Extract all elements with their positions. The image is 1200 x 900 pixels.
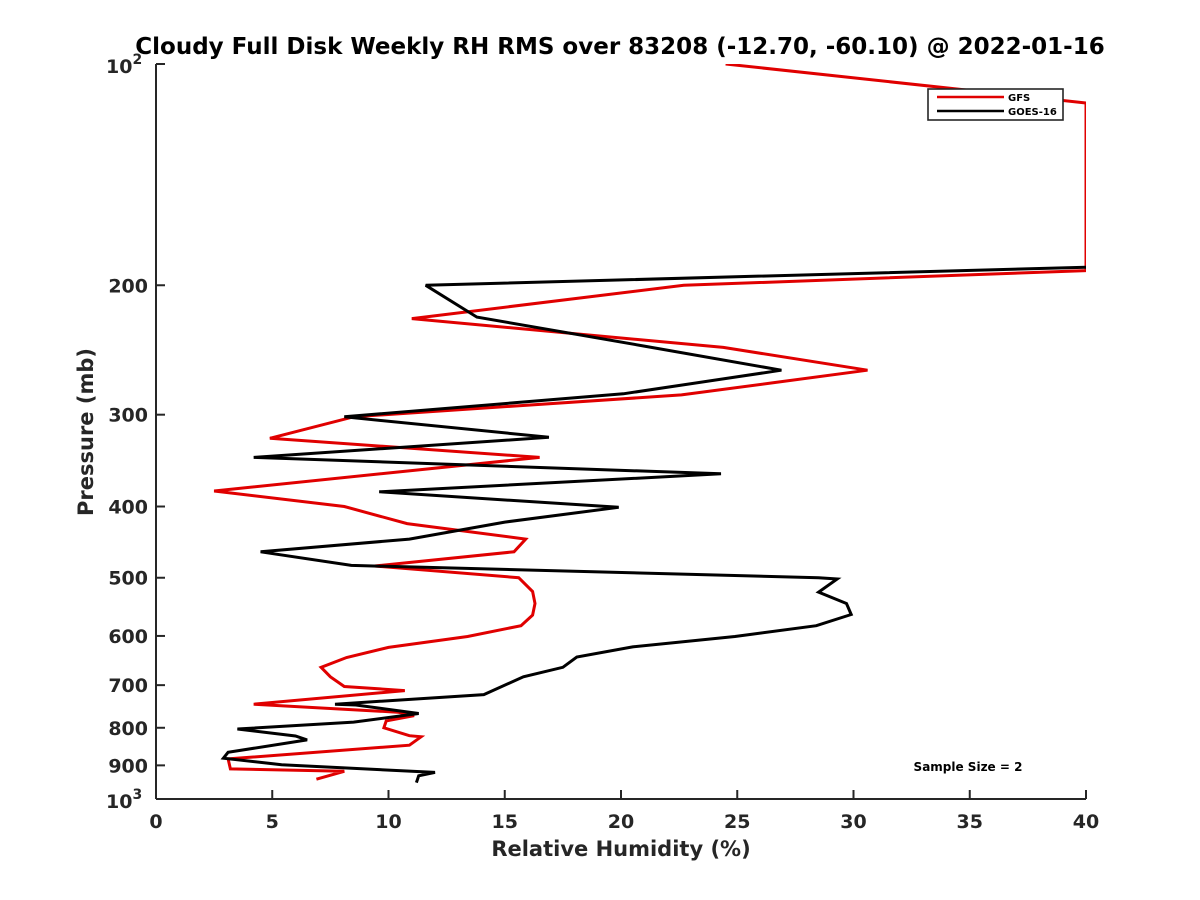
y-tick-label: 800 [108, 718, 148, 740]
y-tick-label: 200 [108, 275, 148, 297]
x-tick-label: 0 [149, 811, 162, 833]
series-line-goes16 [220, 265, 1086, 784]
y-tick-exponent: 3 [132, 787, 142, 803]
x-axis-ticks: 0 5 10 15 20 25 30 35 40 [149, 790, 1099, 833]
legend: GFS GOES-16 [927, 88, 1064, 121]
y-tick-label: 600 [108, 626, 148, 648]
series-group [213, 64, 1086, 784]
y-tick-label: 700 [108, 675, 148, 697]
x-axis-label: Relative Humidity (%) [491, 837, 750, 861]
x-tick-label: 20 [608, 811, 634, 833]
y-tick-label: 300 [108, 405, 148, 427]
x-tick-label: 35 [957, 811, 983, 833]
sample-size-annotation: Sample Size = 2 [914, 760, 1023, 774]
x-tick-label: 5 [266, 811, 279, 833]
x-tick-label: 15 [492, 811, 518, 833]
chart-title: Cloudy Full Disk Weekly RH RMS over 8320… [135, 34, 1104, 60]
legend-label-gfs: GFS [1008, 93, 1030, 104]
y-axis-label: Pressure (mb) [74, 348, 98, 516]
legend-label-goes16: GOES-16 [1008, 107, 1057, 118]
x-tick-label: 30 [840, 811, 866, 833]
y-tick-label: 500 [108, 568, 148, 590]
legend-box [927, 88, 1064, 121]
y-tick-label: 900 [108, 755, 148, 777]
y-tick-exponent: 2 [132, 52, 142, 68]
x-tick-label: 40 [1073, 811, 1099, 833]
y-tick-label: 400 [108, 497, 148, 519]
series-line-gfs [213, 64, 1086, 781]
x-tick-label: 25 [724, 811, 750, 833]
x-tick-label: 10 [375, 811, 401, 833]
